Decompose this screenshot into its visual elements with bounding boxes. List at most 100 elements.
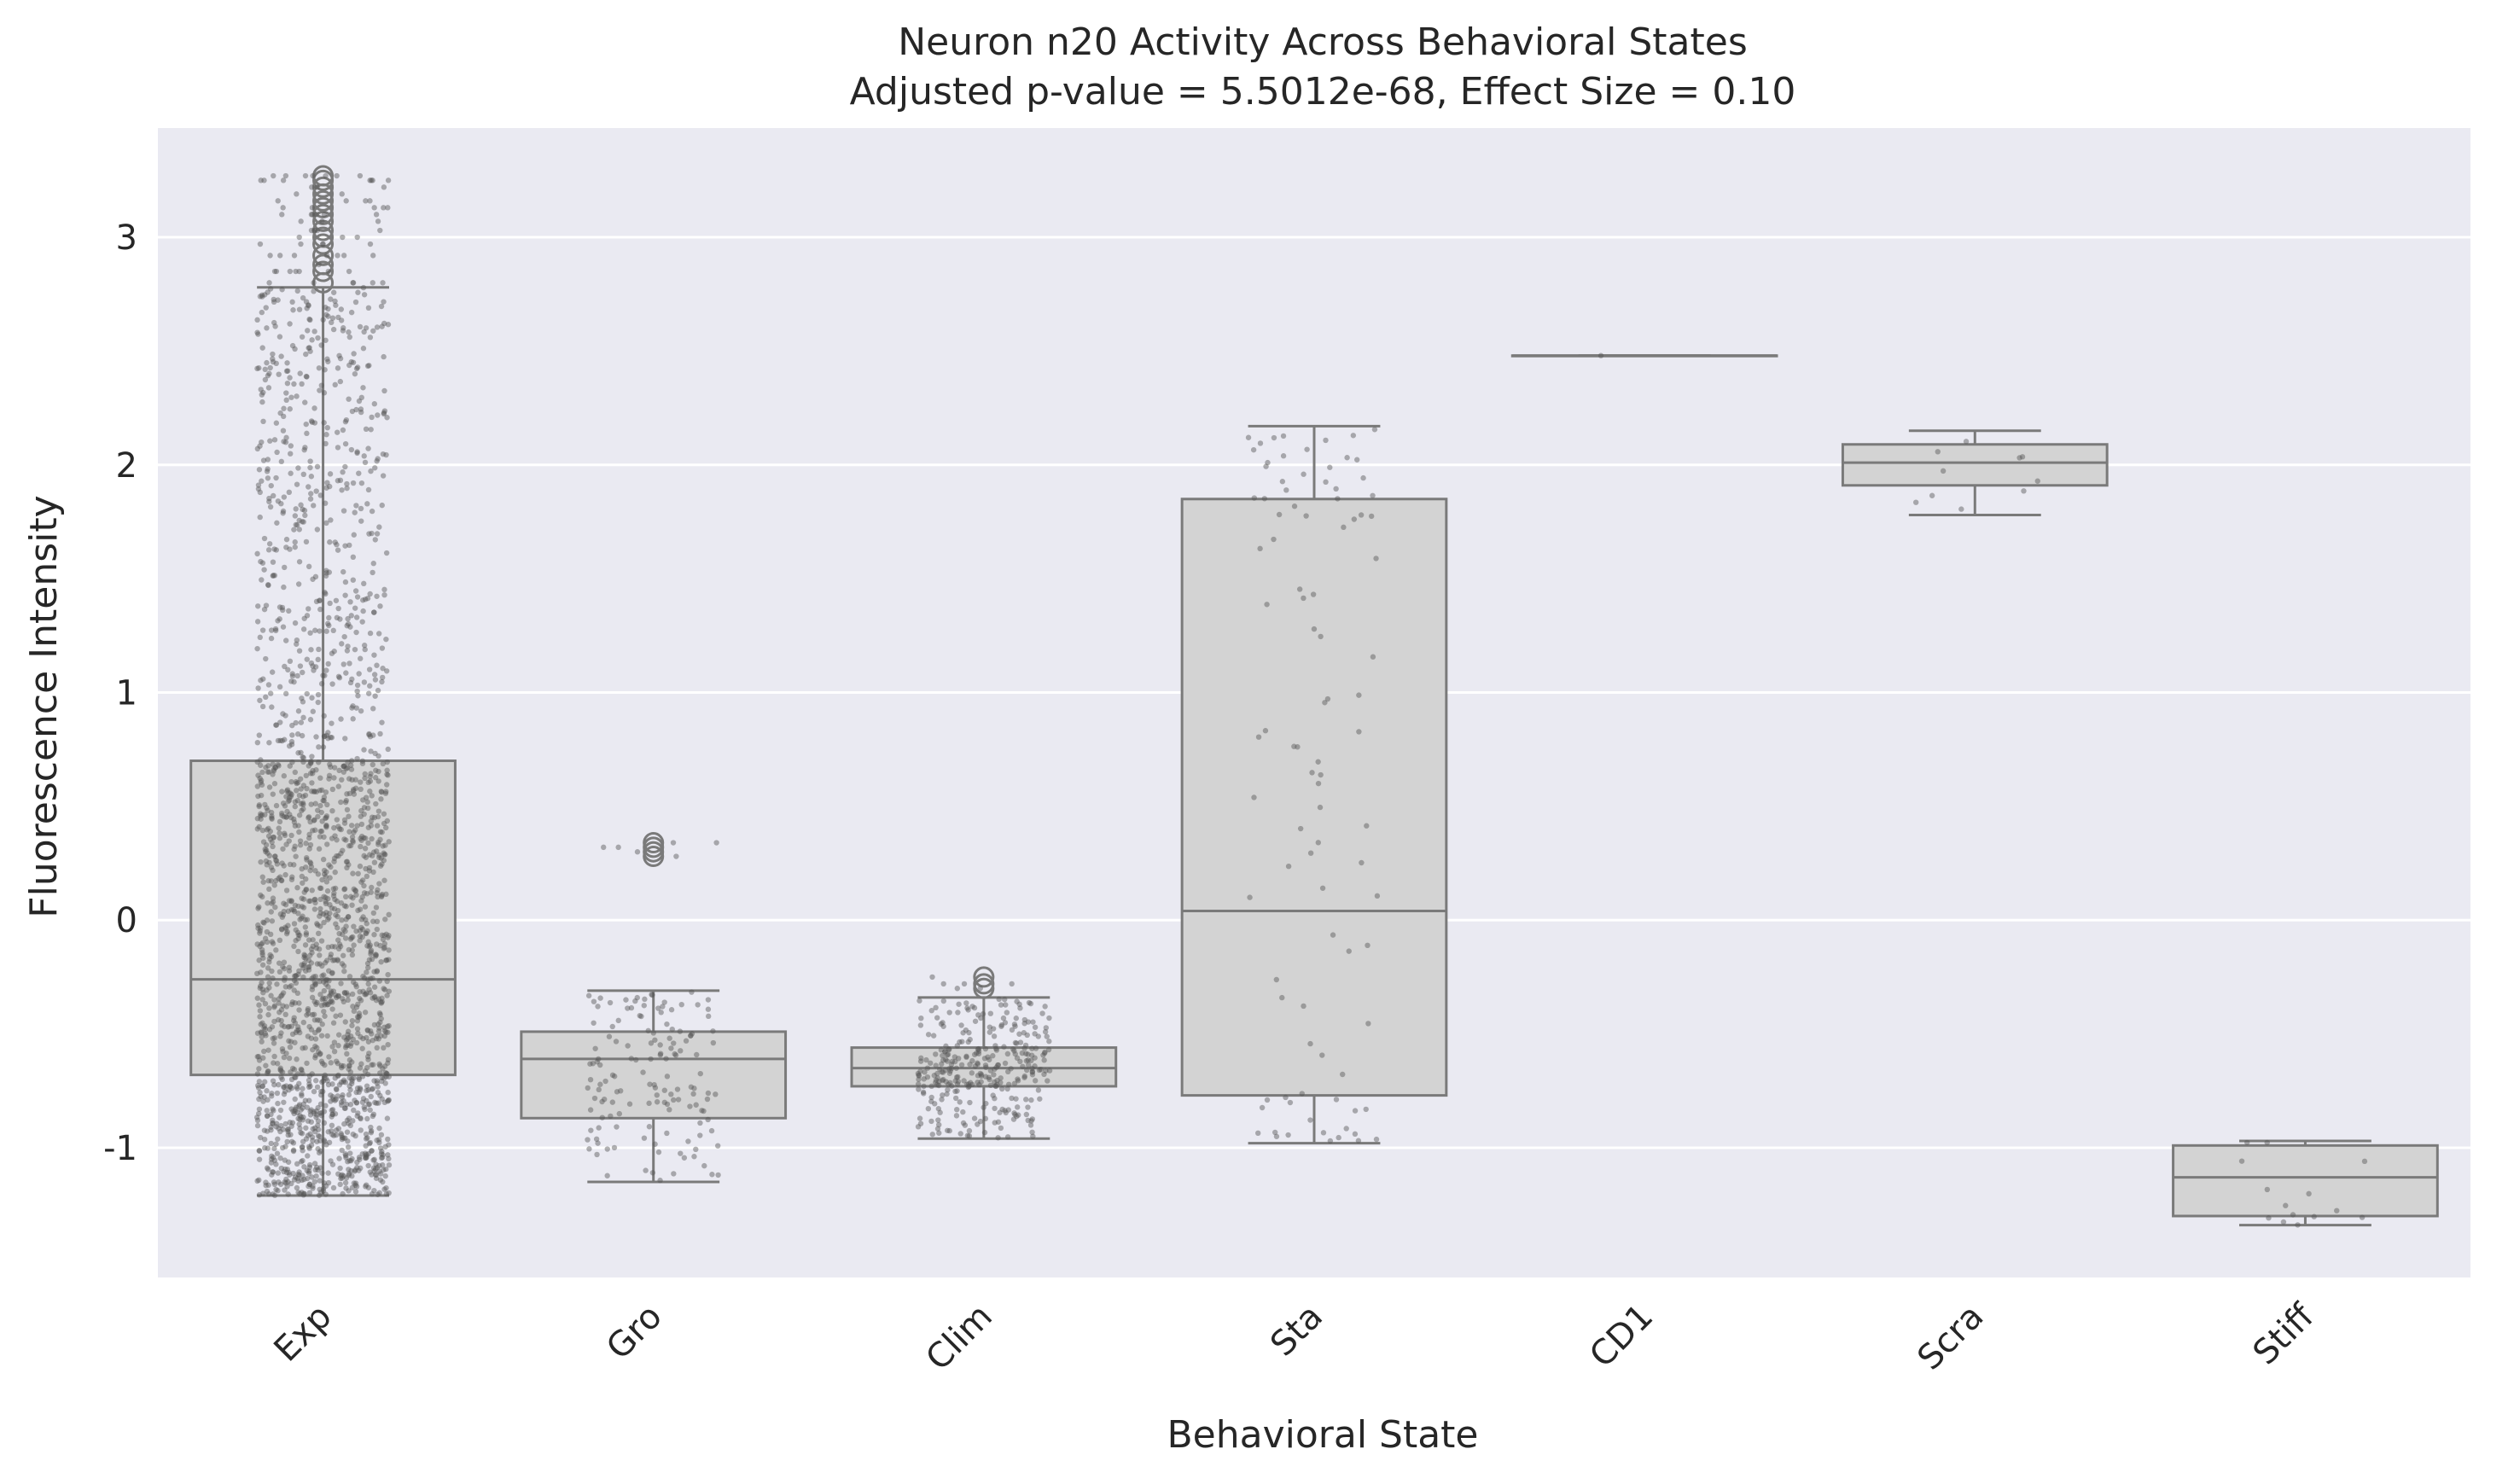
- data-point: [257, 1008, 264, 1014]
- data-point: [357, 906, 364, 912]
- data-point: [300, 783, 307, 789]
- data-point: [1315, 780, 1322, 787]
- data-point: [346, 362, 352, 369]
- data-point: [317, 1017, 323, 1023]
- data-point: [362, 1155, 369, 1161]
- data-point: [955, 1010, 961, 1016]
- data-point: [361, 643, 368, 649]
- data-point: [359, 877, 366, 883]
- data-point: [1341, 524, 1347, 531]
- data-point: [297, 663, 304, 669]
- data-point: [328, 952, 335, 957]
- data-point: [354, 1165, 360, 1171]
- data-point: [300, 1105, 306, 1111]
- data-point: [334, 994, 340, 1001]
- data-point: [304, 1167, 311, 1174]
- data-point: [332, 833, 338, 839]
- data-point: [331, 905, 338, 912]
- data-point: [303, 876, 309, 882]
- data-point: [324, 1002, 330, 1008]
- data-point: [370, 1157, 376, 1163]
- data-point: [375, 1028, 382, 1034]
- data-point: [280, 1048, 286, 1055]
- box-scra: [1841, 429, 2109, 516]
- data-point: [374, 1137, 380, 1144]
- data-point: [982, 1074, 989, 1080]
- data-point: [646, 1100, 652, 1107]
- data-point: [311, 288, 317, 294]
- data-point: [343, 1175, 350, 1181]
- data-point: [343, 1037, 350, 1044]
- data-point: [358, 843, 364, 850]
- data-point: [341, 903, 348, 909]
- data-point: [283, 544, 289, 550]
- data-point: [279, 604, 286, 611]
- data-point: [374, 1045, 380, 1050]
- data-point: [340, 508, 347, 514]
- data-point: [316, 365, 323, 371]
- data-point: [613, 1039, 620, 1045]
- data-point: [272, 764, 278, 771]
- data-point: [365, 445, 371, 451]
- data-point: [308, 1119, 315, 1125]
- data-point: [275, 1136, 281, 1142]
- data-point: [286, 489, 293, 496]
- data-point: [287, 406, 293, 412]
- data-point: [270, 1155, 276, 1161]
- data-point: [335, 314, 341, 321]
- data-point: [335, 957, 340, 963]
- data-point: [259, 946, 265, 953]
- data-point: [1046, 1015, 1052, 1021]
- data-point: [349, 1155, 355, 1162]
- data-point: [279, 1022, 285, 1028]
- data-point: [297, 776, 304, 782]
- data-point: [328, 1060, 334, 1066]
- data-point: [370, 1062, 376, 1068]
- data-point: [344, 485, 350, 492]
- data-point: [272, 904, 278, 911]
- data-point: [287, 984, 293, 990]
- data-point: [287, 742, 293, 749]
- data-point: [1373, 556, 1379, 562]
- data-point: [295, 823, 301, 829]
- data-point: [282, 1187, 288, 1193]
- data-point: [306, 835, 312, 841]
- data-point: [382, 1173, 388, 1179]
- data-point: [259, 950, 265, 956]
- data-point: [282, 901, 289, 908]
- data-point: [661, 1087, 668, 1093]
- data-point: [935, 1106, 942, 1112]
- data-point: [371, 814, 378, 821]
- data-point: [281, 1091, 288, 1097]
- data-point: [368, 427, 374, 433]
- data-point: [282, 1011, 288, 1018]
- data-point: [281, 773, 288, 779]
- data-point: [590, 1061, 596, 1067]
- data-point: [291, 908, 298, 915]
- data-point: [346, 946, 352, 953]
- data-point: [377, 1092, 383, 1099]
- data-point: [357, 323, 364, 330]
- data-point: [1004, 1010, 1010, 1016]
- data-point: [660, 1004, 666, 1010]
- data-point: [276, 616, 282, 622]
- data-point: [304, 857, 310, 863]
- data-point: [288, 1180, 294, 1187]
- data-point: [339, 191, 345, 197]
- data-point: [954, 1088, 960, 1094]
- data-point: [284, 928, 290, 935]
- data-point: [268, 992, 274, 998]
- data-point: [353, 1100, 360, 1106]
- data-point: [306, 1161, 313, 1168]
- data-point: [671, 1040, 677, 1046]
- data-point: [346, 1171, 352, 1177]
- data-point: [658, 1010, 664, 1016]
- data-point: [280, 800, 287, 806]
- data-point: [270, 771, 276, 777]
- data-point: [298, 1114, 304, 1120]
- data-point: [385, 1029, 391, 1035]
- data-point: [955, 1074, 961, 1080]
- box-stiff: [2172, 1139, 2439, 1227]
- data-point: [279, 212, 285, 218]
- data-point: [273, 360, 279, 367]
